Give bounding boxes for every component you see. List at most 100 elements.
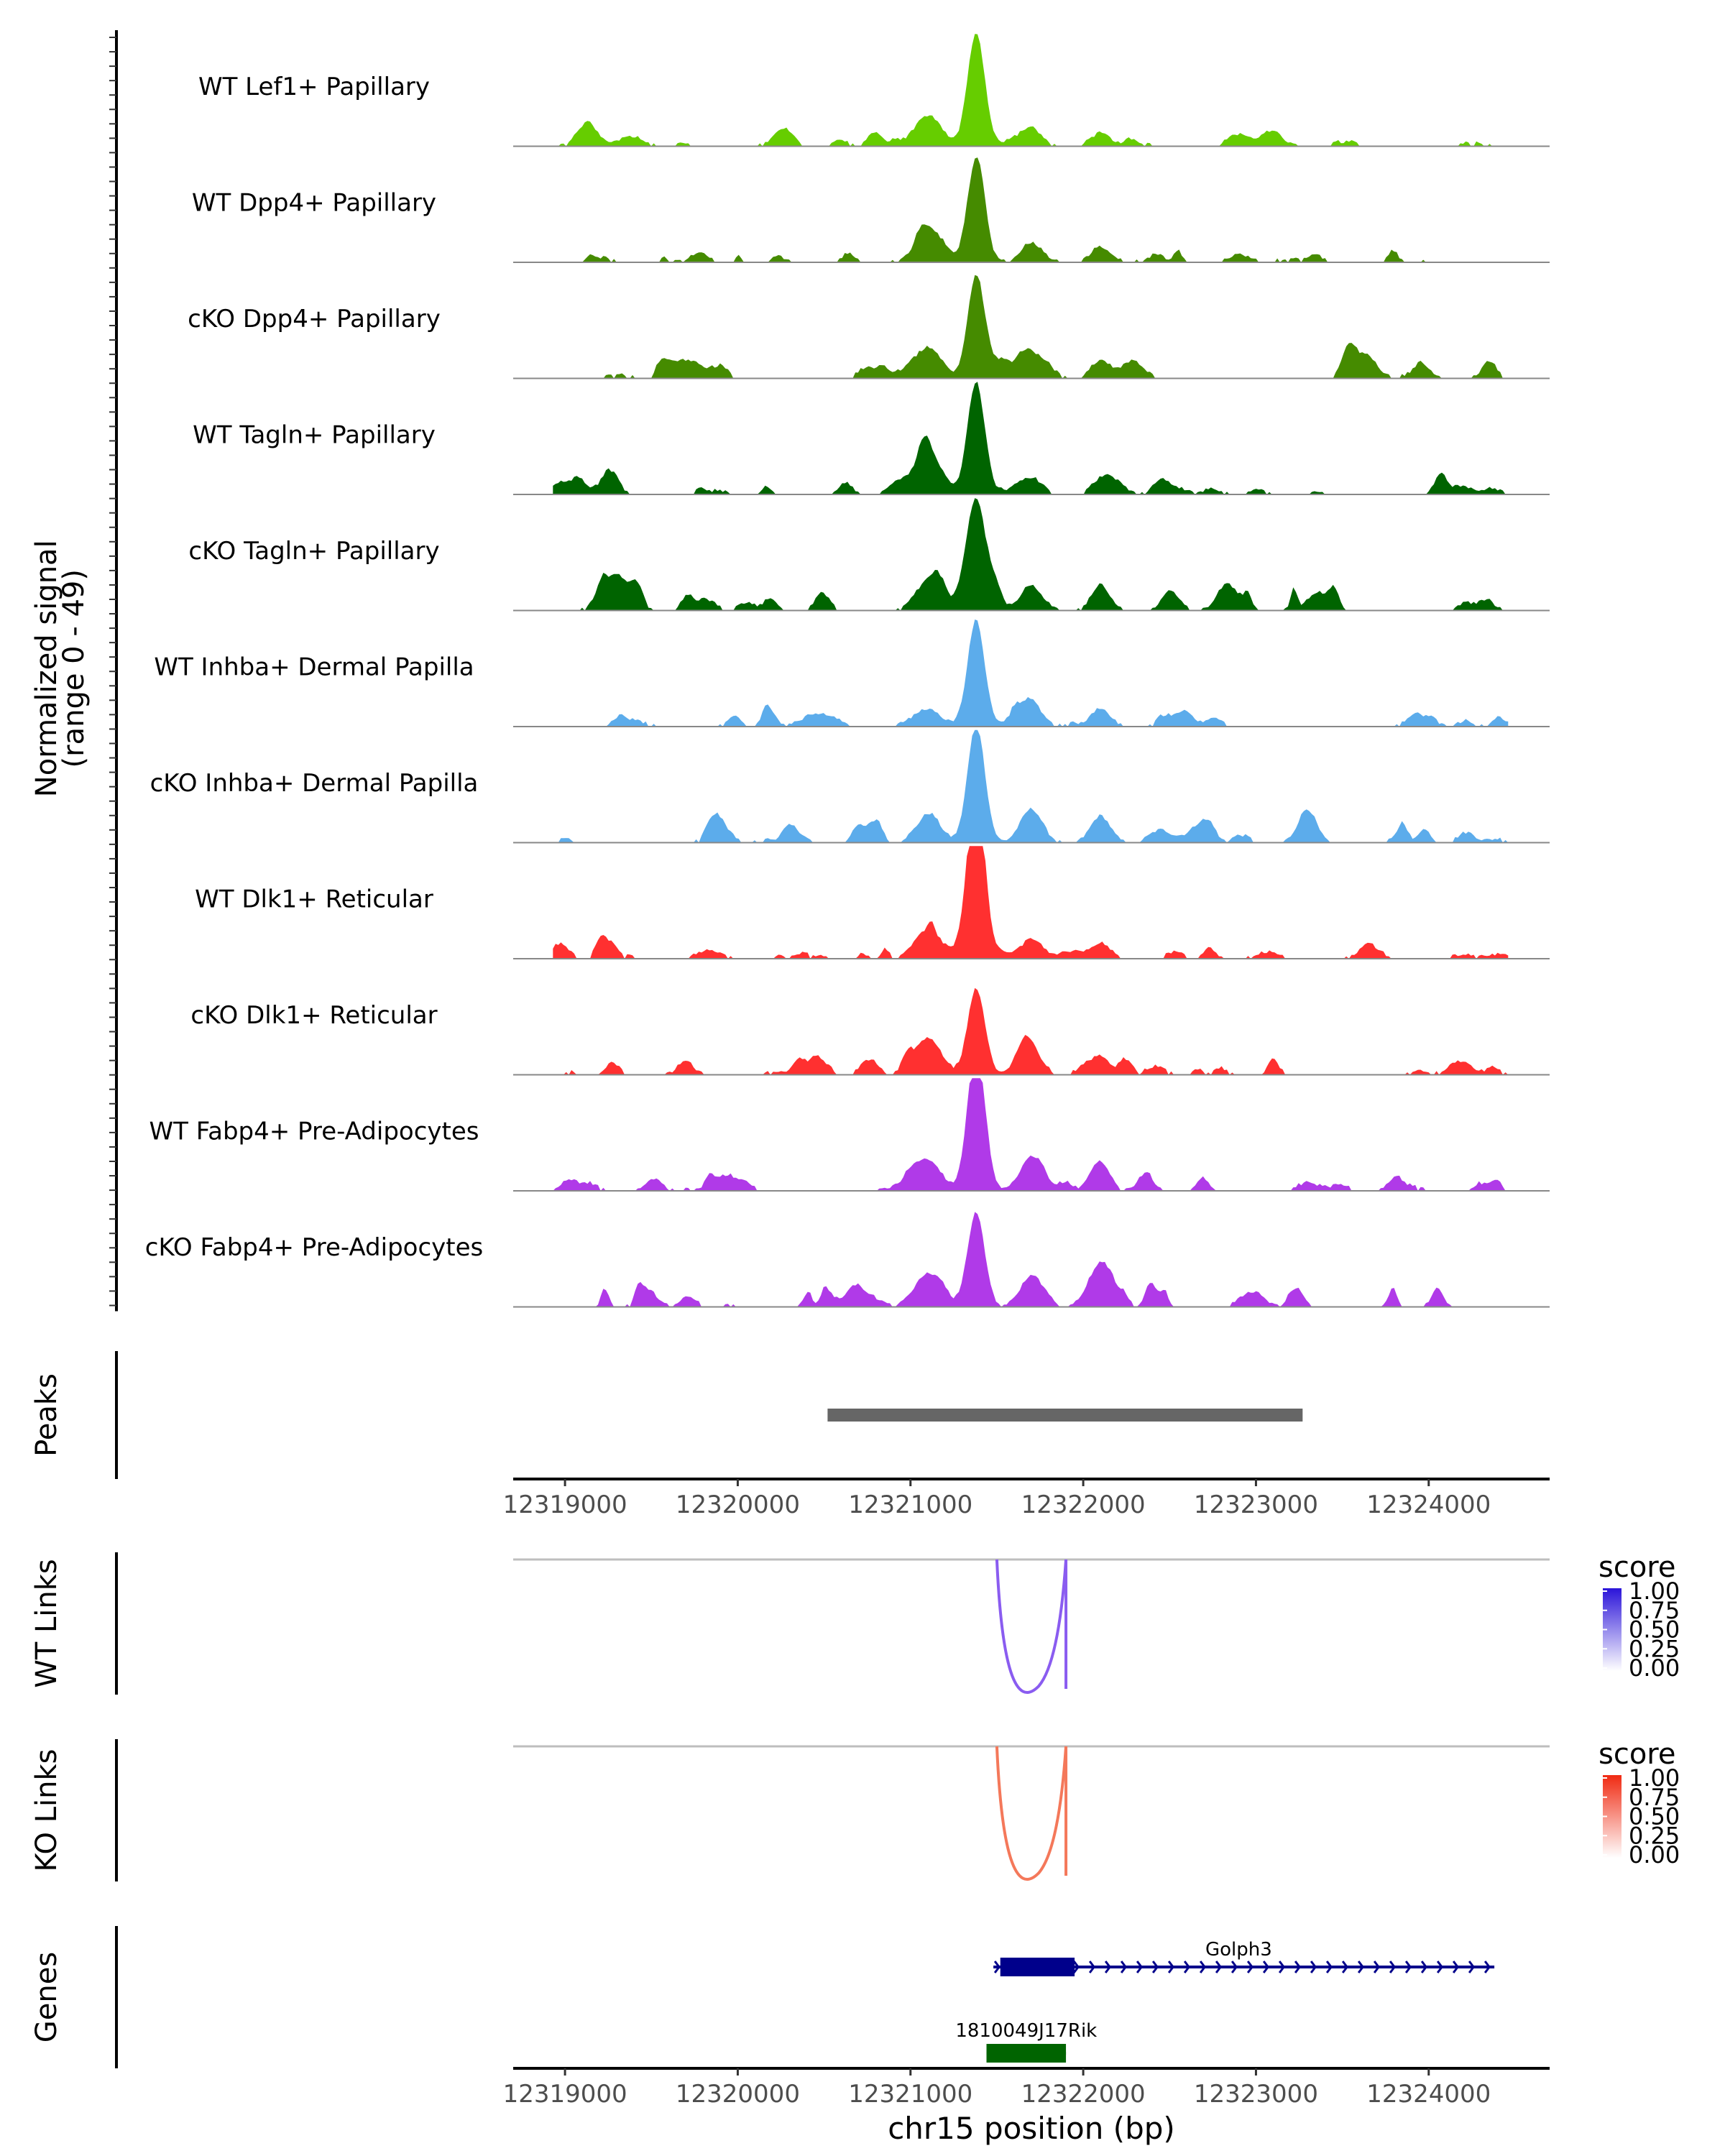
coverage-area [553,382,1509,494]
gene-strand-arrow [1404,1961,1412,1973]
gene-strand-arrow [1294,1961,1302,1973]
gene-strand-arrow [1215,1961,1223,1973]
track-label: cKO Fabp4+ Pre-Adipocytes [145,1233,484,1262]
track-label: cKO Tagln+ Papillary [188,537,439,566]
peaks-x-tick-label: 12319000 [503,1491,627,1519]
coverage-track: WT Lef1+ Papillary [198,34,1550,147]
gene-strand-arrow [1278,1961,1286,1973]
coverage-track: WT Inhba+ Dermal Papilla [154,619,1550,727]
coverage-area [553,498,1509,611]
coverage-track: cKO Fabp4+ Pre-Adipocytes [145,1212,1550,1308]
gene-strand-arrow [1088,1961,1096,1973]
track-label: cKO Dlk1+ Reticular [190,1001,437,1030]
gene-strand-arrow [1104,1961,1112,1973]
track-label: WT Inhba+ Dermal Papilla [154,653,474,682]
gene-strand-arrow [1151,1961,1159,1973]
gene-strand-arrow [1325,1961,1333,1973]
peaks-x-tick-label: 12323000 [1194,1491,1318,1519]
track-label: WT Lef1+ Papillary [198,73,430,101]
track-label: WT Dlk1+ Reticular [195,885,433,914]
coverage-area [553,729,1509,843]
gene-exon [986,2044,1067,2063]
genes-x-tick-label: 12321000 [848,2080,972,2109]
link-arc [995,1559,1068,1694]
gene-model: 1810049J17Rik [955,2020,1097,2063]
coverage-track: WT Fabp4+ Pre-Adipocytes [150,1078,1550,1192]
peaks-x-tick-label: 12322000 [1021,1491,1146,1519]
coverage-area [553,1212,1509,1307]
coverage-panel: Normalized signal(range 0 - 49) WT Lef1+ … [30,30,1550,1312]
gene-strand-arrow [1389,1961,1397,1973]
track-label: WT Fabp4+ Pre-Adipocytes [150,1118,479,1146]
legend-tick-label: 0.50 [1629,1616,1680,1644]
coverage-y-label-line1: Normalized signal [30,540,63,797]
coverage-area [553,987,1509,1075]
genes-x-tick-label: 12320000 [676,2080,800,2109]
peak-region [827,1409,1303,1422]
coverage-track: WT Dpp4+ Papillary [192,157,1550,263]
coverage-track: cKO Dlk1+ Reticular [190,987,1550,1076]
coverage-area [553,619,1509,727]
links-label: WT Links [30,1559,63,1687]
gene-strand-arrow [1420,1961,1428,1973]
legend-tick-label: 1.00 [1629,1577,1680,1605]
coverage-track: cKO Dpp4+ Papillary [188,275,1550,379]
legend-tick-label: 0.25 [1629,1822,1680,1849]
gene-strand-arrow [1199,1961,1207,1973]
gene-strand-arrow [1167,1961,1175,1973]
peaks-x-tick-label: 12320000 [676,1491,800,1519]
gene-strand-arrow [1230,1961,1238,1973]
genes-x-tick-label: 12323000 [1194,2080,1318,2109]
coverage-track: WT Dlk1+ Reticular [195,846,1550,959]
link-arc [995,1746,1068,1881]
legend-title: score [1598,1551,1675,1584]
legend-tick-label: 0.25 [1629,1635,1680,1662]
legend-title: score [1598,1738,1675,1771]
track-label: cKO Dpp4+ Papillary [188,305,441,333]
genes-x-tick-label: 12322000 [1021,2080,1146,2109]
track-label: cKO Inhba+ Dermal Papilla [150,769,479,798]
x-axis-title: chr15 position (bp) [888,2111,1175,2146]
genes-x-tick-label: 12319000 [503,2080,627,2109]
genes-panel: Genes Golph3 1810049J17Rik 12319000 12320000… [30,1926,1550,2146]
gene-strand-arrow [1484,1961,1491,1973]
gene-exon [1000,1958,1075,1976]
legend-tick-label: 0.50 [1629,1803,1680,1830]
gene-strand-arrow [1373,1961,1381,1973]
coverage-area [553,157,1509,262]
gene-model: Golph3 [993,1939,1495,1976]
genes-label: Genes [30,1952,63,2042]
track-label: WT Dpp4+ Papillary [192,189,436,218]
gene-strand-arrow [1246,1961,1254,1973]
coverage-area [553,1078,1509,1191]
gene-strand-arrow [1310,1961,1317,1973]
peaks-panel: Peaks 12319000 12320000 12321000 12322000 123… [30,1351,1550,1519]
gene-strand-arrow [1452,1961,1460,1973]
legend-tick-label: 0.75 [1629,1784,1680,1811]
gene-strand-arrow [1262,1961,1270,1973]
coverage-area [553,275,1509,379]
peaks-x-tick-label: 12324000 [1366,1491,1491,1519]
coverage-area [553,34,1509,147]
gene-name-label: Golph3 [1205,1939,1272,1961]
coverage-track: WT Tagln+ Papillary [193,382,1550,495]
gene-strand-arrow [1120,1961,1128,1973]
coverage-track: cKO Inhba+ Dermal Papilla [150,729,1550,844]
legend-tick-label: 0.00 [1629,1841,1680,1869]
peaks-label: Peaks [30,1373,63,1457]
legend-tick-label: 0.75 [1629,1597,1680,1624]
legend-tick-label: 1.00 [1629,1764,1680,1792]
coverage-y-axis-ticks [109,37,116,1307]
gene-strand-arrow [1436,1961,1444,1973]
peaks-x-tick-label: 12321000 [848,1491,972,1519]
legend-tick-label: 0.00 [1629,1654,1680,1682]
gene-strand-arrow [993,1961,1001,1973]
links-label: KO Links [30,1749,63,1872]
genes-x-tick-label: 12324000 [1366,2080,1491,2109]
